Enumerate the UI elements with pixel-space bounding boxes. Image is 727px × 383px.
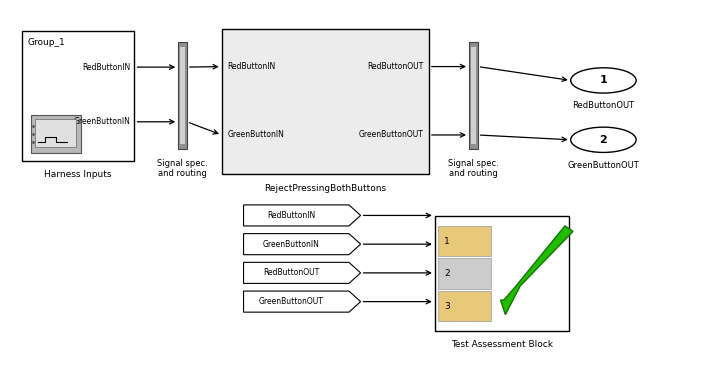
- FancyBboxPatch shape: [438, 291, 491, 321]
- FancyBboxPatch shape: [438, 226, 491, 256]
- Text: 2: 2: [444, 269, 450, 278]
- FancyBboxPatch shape: [438, 259, 491, 289]
- FancyBboxPatch shape: [178, 42, 187, 149]
- Text: Test Assessment Block: Test Assessment Block: [451, 340, 553, 349]
- FancyBboxPatch shape: [35, 119, 76, 147]
- Text: RedButtonIN: RedButtonIN: [228, 62, 276, 71]
- Text: 1: 1: [600, 75, 607, 85]
- Polygon shape: [244, 262, 361, 283]
- Polygon shape: [500, 226, 573, 314]
- Text: RedButtonOUT: RedButtonOUT: [367, 62, 423, 71]
- Text: RedButtonIN: RedButtonIN: [267, 211, 315, 220]
- Text: 3: 3: [444, 302, 450, 311]
- Text: RedButtonOUT: RedButtonOUT: [263, 268, 319, 277]
- FancyBboxPatch shape: [22, 31, 134, 161]
- Text: GreenButtonOUT: GreenButtonOUT: [568, 161, 639, 170]
- Text: Harness Inputs: Harness Inputs: [44, 170, 112, 179]
- FancyBboxPatch shape: [31, 115, 81, 153]
- Polygon shape: [244, 234, 361, 255]
- FancyBboxPatch shape: [435, 216, 569, 331]
- Polygon shape: [244, 291, 361, 312]
- Text: 2: 2: [600, 135, 607, 145]
- Text: GreenButtonIN: GreenButtonIN: [228, 131, 284, 139]
- FancyBboxPatch shape: [222, 29, 429, 174]
- Text: RejectPressingBothButtons: RejectPressingBothButtons: [265, 184, 386, 193]
- FancyBboxPatch shape: [469, 42, 478, 149]
- Text: GreenButtonOUT: GreenButtonOUT: [358, 131, 423, 139]
- Text: GreenButtonIN: GreenButtonIN: [74, 117, 131, 126]
- Text: GreenButtonIN: GreenButtonIN: [262, 240, 319, 249]
- Ellipse shape: [571, 127, 636, 152]
- Text: Group_1: Group_1: [28, 38, 65, 46]
- Text: RedButtonOUT: RedButtonOUT: [572, 101, 635, 110]
- FancyBboxPatch shape: [180, 47, 185, 144]
- Text: RedButtonIN: RedButtonIN: [83, 62, 131, 72]
- Text: Signal spec.
and routing: Signal spec. and routing: [448, 159, 499, 178]
- Ellipse shape: [571, 68, 636, 93]
- FancyBboxPatch shape: [470, 47, 476, 144]
- Text: 1: 1: [444, 237, 450, 246]
- Polygon shape: [244, 205, 361, 226]
- Text: GreenButtonOUT: GreenButtonOUT: [259, 297, 324, 306]
- Text: Signal spec.
and routing: Signal spec. and routing: [157, 159, 208, 178]
